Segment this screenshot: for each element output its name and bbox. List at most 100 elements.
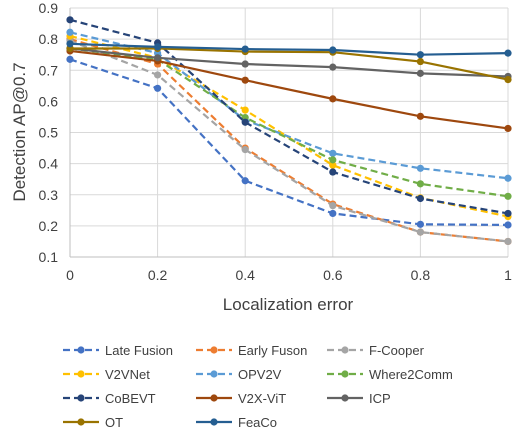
- legend-swatch-marker: [341, 394, 349, 402]
- x-tick-label: 0: [66, 267, 74, 283]
- x-axis-title: Localization error: [223, 295, 354, 314]
- data-point: [241, 146, 249, 154]
- data-point: [329, 46, 337, 54]
- legend-swatch-marker: [77, 346, 85, 354]
- legend-item: Where2Comm: [327, 367, 453, 382]
- series-line: [69, 34, 509, 218]
- y-tick-label: 0.4: [39, 156, 59, 172]
- legend-label: Late Fusion: [105, 343, 173, 358]
- legend-item: Late Fusion: [63, 343, 173, 358]
- y-tick-label: 0.3: [39, 187, 59, 203]
- legend-item: OPV2V: [196, 367, 282, 382]
- data-point: [329, 161, 337, 169]
- legend-item: Early Fuson: [196, 343, 307, 358]
- series-late-fusion: [66, 55, 512, 229]
- legend-label: F-Cooper: [369, 343, 425, 358]
- legend-swatch-marker: [210, 370, 218, 378]
- legend-swatch-marker: [210, 394, 218, 402]
- data-point: [416, 69, 424, 77]
- legend-label: CoBEVT: [105, 391, 156, 406]
- data-point: [416, 51, 424, 59]
- legend-swatch-marker: [77, 394, 85, 402]
- series-line: [70, 47, 509, 81]
- y-tick-label: 0.2: [39, 218, 59, 234]
- data-point: [154, 43, 162, 51]
- series-v2vnet: [66, 32, 512, 221]
- series-line: [69, 49, 509, 130]
- data-point: [416, 180, 424, 188]
- data-point: [416, 112, 424, 120]
- series-line: [69, 31, 509, 180]
- y-tick-label: 0.8: [39, 31, 59, 47]
- legend-item: V2X-ViT: [196, 391, 286, 406]
- legend-swatch-marker: [341, 370, 349, 378]
- legend-label: Early Fuson: [238, 343, 307, 358]
- x-tick-label: 0.6: [323, 267, 343, 283]
- data-point: [241, 76, 249, 84]
- data-point: [241, 118, 249, 126]
- legend-swatch-marker: [210, 346, 218, 354]
- data-point: [241, 45, 249, 53]
- data-point: [66, 28, 74, 36]
- data-point: [329, 149, 337, 157]
- data-point: [329, 209, 337, 218]
- legend-item: ICP: [327, 391, 391, 406]
- data-point: [329, 202, 337, 210]
- data-point: [504, 209, 512, 218]
- data-point: [504, 221, 512, 229]
- series-line: [69, 38, 509, 243]
- series-line: [69, 58, 509, 227]
- y-tick-label: 0.7: [39, 62, 59, 78]
- data-point: [66, 40, 74, 48]
- legend-label: V2X-ViT: [238, 391, 286, 406]
- data-point: [154, 71, 162, 79]
- data-point: [416, 194, 424, 203]
- y-tick-label: 0.5: [39, 125, 59, 141]
- data-point: [416, 220, 424, 228]
- legend-label: OPV2V: [238, 367, 282, 382]
- data-point: [504, 174, 512, 182]
- tick-labels: 0.1 0.2 0.3 0.4 0.5 0.6 0.7 0.8 0.9 0 0.2 0.4 0.6 0.8…: [39, 0, 513, 283]
- x-tick-label: 1: [504, 267, 512, 283]
- y-axis-title: Detection AP@0.7: [10, 62, 29, 201]
- data-point: [504, 49, 512, 57]
- data-point: [504, 124, 512, 133]
- series-line: [69, 47, 509, 198]
- legend: Late Fusion Early Fuson F-Cooper V2VNet OPV2…: [63, 343, 453, 430]
- y-tick-label: 0.6: [39, 93, 59, 109]
- legend-swatch-marker: [341, 346, 349, 354]
- data-point: [66, 16, 74, 24]
- x-tick-label: 0.8: [411, 267, 431, 283]
- legend-item: CoBEVT: [63, 391, 156, 406]
- data-point: [66, 55, 74, 63]
- data-point: [329, 63, 337, 71]
- legend-label: OT: [105, 415, 123, 430]
- x-tick-label: 0.2: [148, 267, 168, 283]
- legend-label: Where2Comm: [369, 367, 453, 382]
- series-line: [69, 39, 509, 243]
- series-line: [69, 42, 509, 56]
- series-v2x-vit: [66, 47, 512, 133]
- data-point: [241, 177, 249, 185]
- series-line: [69, 47, 509, 78]
- data-point: [329, 168, 337, 176]
- data-point: [504, 75, 512, 84]
- legend-item: F-Cooper: [327, 343, 425, 358]
- legend-label: ICP: [369, 391, 391, 406]
- series-f-cooper: [66, 37, 512, 246]
- y-tick-label: 0.9: [39, 0, 59, 16]
- data-point: [329, 95, 337, 103]
- data-point: [241, 60, 249, 68]
- series-feaco: [66, 40, 512, 59]
- series-cobevt: [66, 16, 512, 218]
- data-point: [504, 237, 512, 246]
- data-point: [154, 84, 162, 92]
- data-point: [416, 228, 424, 236]
- series-line: [69, 18, 509, 215]
- data-point: [241, 106, 249, 114]
- series-group: [66, 16, 512, 246]
- legend-item: FeaCo: [196, 415, 277, 430]
- legend-item: V2VNet: [63, 367, 150, 382]
